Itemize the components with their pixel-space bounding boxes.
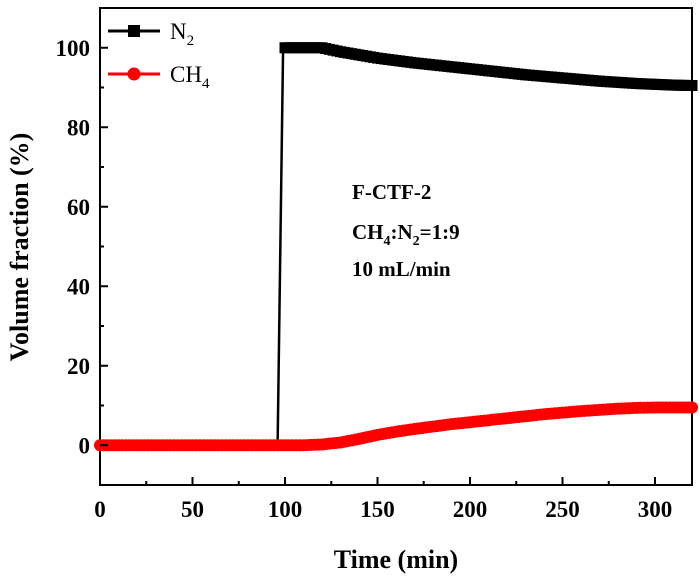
y-tick-label-100: 100 bbox=[56, 36, 91, 61]
x-tick-label-50: 50 bbox=[181, 497, 204, 522]
y-tick-label-40: 40 bbox=[67, 274, 90, 299]
y-tick-label-60: 60 bbox=[67, 195, 90, 220]
x-tick-label-150: 150 bbox=[360, 497, 395, 522]
x-tick-label-200: 200 bbox=[453, 497, 488, 522]
y-tick-label-20: 20 bbox=[67, 354, 90, 379]
legend-ch4-marker bbox=[127, 67, 141, 81]
annotation-material: F-CTF-2 bbox=[352, 180, 431, 204]
legend-ch4-label: CH4 bbox=[170, 62, 210, 92]
legend: N2 CH4 bbox=[108, 19, 210, 92]
x-axis-title: Time (min) bbox=[334, 545, 458, 574]
annotation-flow-rate: 10 mL/min bbox=[352, 257, 451, 281]
legend-n2-label: N2 bbox=[170, 19, 194, 49]
y-tick-label-0: 0 bbox=[79, 433, 91, 458]
y-tick-label-80: 80 bbox=[67, 115, 90, 140]
x-tick-label-250: 250 bbox=[545, 497, 580, 522]
annotation-block: F-CTF-2 CH4:N2=1:9 10 mL/min bbox=[352, 180, 460, 281]
series-line-n2 bbox=[100, 46, 693, 447]
point-ch4 bbox=[686, 401, 698, 414]
legend-n2-marker bbox=[128, 25, 140, 37]
point-n2 bbox=[686, 80, 698, 92]
series-ch4 bbox=[94, 401, 698, 452]
x-tick-label-0: 0 bbox=[94, 497, 106, 522]
x-tick-label-300: 300 bbox=[638, 497, 673, 522]
data-layer bbox=[94, 42, 698, 452]
series-n2 bbox=[100, 42, 698, 447]
annotation-ratio: CH4:N2=1:9 bbox=[352, 220, 460, 249]
y-axis-title: Volume fraction (%) bbox=[5, 133, 34, 362]
axis-layer: 0 50 100 150 200 250 300 0 20 40 60 80 100 bbox=[56, 7, 673, 522]
x-tick-label-100: 100 bbox=[268, 497, 303, 522]
